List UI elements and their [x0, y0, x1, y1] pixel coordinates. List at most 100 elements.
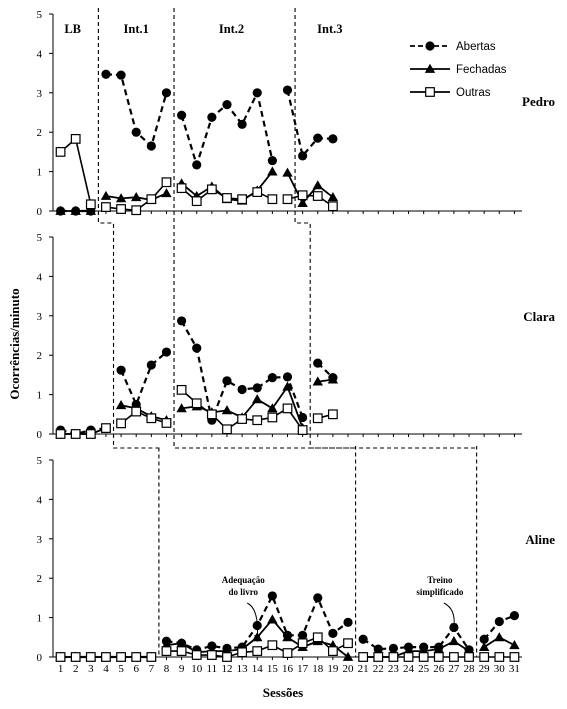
phase-lines-layer — [97, 8, 478, 657]
panel-pedro-abertas-point — [328, 134, 338, 144]
panel-aline-fechadas-point — [509, 639, 520, 650]
panel-aline-outras-point — [55, 652, 66, 662]
x-tick-label: 5 — [118, 663, 124, 675]
panel-clara-outras-point — [252, 415, 263, 426]
axes-layer — [49, 13, 522, 660]
panel-aline-outras-point — [418, 652, 429, 662]
x-tick-label: 22 — [373, 663, 384, 675]
legend-label-fechadas: Fechadas — [456, 64, 507, 76]
x-tick-label: 14 — [252, 663, 264, 675]
panel-aline-participant-name: Aline — [525, 532, 555, 547]
panel-pedro-fechadas-point — [297, 197, 308, 208]
panel-pedro-outras-point — [85, 199, 96, 210]
panel-pedro-y-tick-label: 1 — [37, 167, 43, 179]
panel-aline-outras-point — [403, 652, 414, 662]
panel-aline-outras-point — [70, 652, 81, 662]
panel-pedro-outras-point — [70, 133, 81, 144]
panel-clara-fechadas-point — [267, 403, 278, 413]
panel-aline-abertas-point — [494, 616, 504, 627]
panel-clara-outras-point — [312, 413, 323, 424]
panel-pedro-y-tick-label: 2 — [37, 127, 43, 139]
panel-aline-abertas-point — [313, 593, 323, 603]
x-tick-label: 2 — [73, 663, 79, 675]
x-tick-label: 12 — [221, 663, 232, 675]
series-layer — [55, 69, 520, 662]
panel-pedro-fechadas-point — [115, 193, 127, 203]
panel-clara-fechadas-line — [120, 404, 167, 422]
x-tick-label: 15 — [267, 663, 279, 675]
panel-pedro-fechadas-point — [267, 166, 278, 176]
panel-aline-outras-point — [161, 646, 172, 656]
panel-pedro-outras-point — [161, 177, 172, 188]
panel-clara-y-tick-label: 4 — [37, 271, 43, 283]
panel-aline-abertas-point — [267, 591, 277, 601]
panel-aline-outras-point — [282, 648, 293, 658]
x-tick-label: 21 — [358, 663, 369, 675]
x-tick-label: 6 — [133, 663, 139, 675]
x-tick-label: 18 — [312, 663, 324, 675]
panel-aline-outras-point — [222, 652, 232, 662]
panel-clara-fechadas-point — [221, 405, 233, 415]
phase-label: Int.3 — [317, 22, 342, 36]
panel-clara-y-tick-label: 2 — [37, 350, 43, 362]
phase-label: Int.2 — [219, 22, 244, 36]
x-tick-label: 28 — [464, 663, 476, 675]
panel-aline-outras-point — [327, 646, 338, 656]
panel-clara-y-tick-label: 5 — [37, 232, 43, 244]
panel-aline-abertas-point — [388, 643, 399, 653]
x-tick-label: 7 — [149, 663, 155, 675]
panel-aline-fechadas-point — [267, 614, 278, 624]
panel-clara-outras-point — [85, 429, 96, 439]
panel-aline-y-tick-label: 5 — [37, 455, 43, 467]
panel-pedro-abertas-point — [222, 100, 232, 110]
panel-clara-abertas-point — [116, 365, 126, 375]
panel-pedro-abertas-point — [267, 155, 277, 166]
panel-clara-fechadas-point — [252, 394, 263, 404]
panel-pedro-outras-point — [297, 190, 308, 201]
panel-pedro-fechadas-point — [282, 167, 293, 177]
panel-clara-outras-point — [267, 412, 278, 423]
panel-clara-abertas-point — [176, 316, 187, 326]
panel-pedro-abertas-point — [116, 70, 126, 80]
panel-clara-abertas-point — [146, 360, 156, 370]
panel-aline-outras-point — [509, 652, 520, 662]
panel-clara-fechadas-point — [115, 400, 127, 410]
panel-aline-outras-point — [494, 652, 505, 662]
panel-clara-participant-name: Clara — [523, 309, 555, 324]
panel-clara-outras-point — [282, 403, 293, 414]
phase-label: Int.1 — [124, 22, 149, 36]
panel-clara-y-tick-label: 3 — [37, 311, 43, 323]
x-tick-label: 4 — [103, 663, 109, 675]
panel-pedro-outras-point — [206, 184, 217, 195]
panel-aline-fechadas-point — [252, 632, 263, 642]
panel-clara-y-tick-label: 1 — [37, 390, 43, 402]
panel-pedro-outras-point — [55, 147, 66, 157]
panel-clara-outras-point — [146, 413, 157, 424]
panel-pedro-fechadas-point — [131, 192, 142, 202]
x-tick-label: 25 — [418, 663, 430, 675]
panel-pedro-outras-point — [116, 204, 126, 214]
panel-pedro-abertas-point — [252, 88, 262, 98]
panel-aline-fechadas-point — [282, 632, 293, 642]
panel-pedro-outras-point — [101, 202, 111, 212]
panel-pedro-outras-point — [267, 194, 278, 205]
x-tick-label: 29 — [479, 663, 491, 675]
panel-pedro-abertas-point — [313, 133, 323, 143]
panel-pedro-fechadas-point — [312, 180, 323, 190]
x-tick-label: 27 — [448, 663, 460, 675]
panel-pedro-abertas-point — [298, 151, 308, 161]
panel-clara-outras-point — [327, 409, 338, 420]
panel-pedro-fechadas-point — [55, 205, 66, 215]
x-tick-label: 13 — [237, 663, 249, 675]
panel-aline-abertas-point — [328, 628, 338, 638]
panel-clara-outras-point — [237, 414, 248, 424]
panel-aline-outras-point — [388, 652, 399, 662]
panel-clara-outras-point — [101, 423, 111, 433]
panel-aline-abertas-point — [343, 617, 353, 627]
panel-aline-annotation-text: Treino — [427, 575, 453, 585]
panel-aline-outras-point — [206, 650, 217, 660]
panel-pedro-abertas-point — [131, 127, 141, 137]
panel-aline-fechadas-point — [176, 638, 187, 648]
panel-aline-abertas-point — [373, 644, 383, 654]
